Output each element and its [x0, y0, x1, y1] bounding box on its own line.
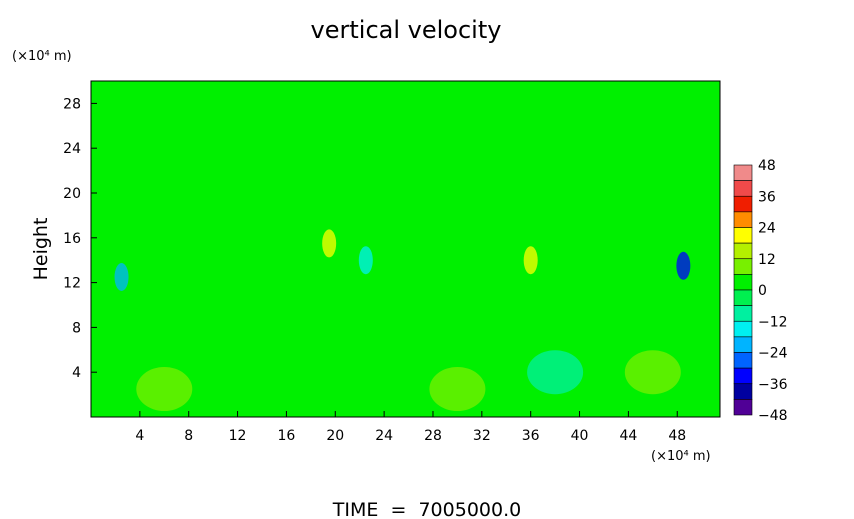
y-tick-label-5: 24 — [63, 141, 81, 157]
colorbar-level-4 — [733, 227, 753, 244]
colorbar-level-2 — [733, 195, 753, 213]
colorbar-tick-label-1: 36 — [758, 189, 776, 205]
velocity-feature-5 — [429, 367, 486, 411]
x-axis-unit: (×10⁴ m) — [651, 449, 711, 464]
x-tick-label-6: 28 — [424, 428, 442, 444]
velocity-feature-1 — [523, 246, 538, 275]
colorbar-level-13 — [733, 367, 753, 385]
colorbar-level-6 — [733, 258, 753, 275]
time-label: TIME = 7005000.0 — [332, 499, 521, 519]
y-axis-ticks: 4 8 12 16 20 24 28 — [63, 96, 97, 381]
colorbar-level-1 — [733, 180, 753, 197]
y-tick-label-6: 28 — [63, 96, 81, 112]
plot-background — [91, 81, 720, 417]
velocity-feature-2 — [114, 263, 129, 291]
colorbar-tick-label-5: −12 — [758, 314, 788, 330]
x-tick-label-11: 48 — [668, 428, 686, 444]
colorbar-level-3 — [733, 211, 753, 228]
colorbar-tick-label-2: 24 — [758, 221, 776, 237]
chart-title: vertical velocity — [311, 16, 502, 44]
velocity-features — [114, 229, 691, 411]
y-axis-unit: (×10⁴ m) — [12, 49, 72, 64]
velocity-feature-6 — [624, 350, 681, 395]
y-tick-label-1: 8 — [72, 320, 81, 336]
x-tick-label-3: 16 — [278, 428, 296, 444]
colorbar-level-14 — [733, 383, 753, 400]
y-tick-label-3: 16 — [63, 231, 81, 247]
x-tick-label-4: 20 — [326, 428, 344, 444]
velocity-feature-7 — [136, 367, 193, 411]
y-tick-label-0: 4 — [72, 365, 81, 381]
colorbar-level-9 — [733, 305, 753, 322]
x-tick-label-5: 24 — [375, 428, 393, 444]
colorbar-level-5 — [733, 242, 753, 260]
plot-area — [90, 80, 721, 418]
colorbar-tick-label-6: −24 — [758, 346, 788, 362]
x-tick-label-10: 44 — [619, 428, 637, 444]
y-tick-label-4: 20 — [63, 186, 81, 202]
velocity-feature-0 — [322, 229, 337, 258]
colorbar-level-12 — [733, 352, 753, 369]
plot-frame — [90, 80, 721, 418]
colorbar-level-10 — [733, 320, 753, 338]
x-tick-label-0: 4 — [135, 428, 144, 444]
velocity-feature-8 — [527, 350, 584, 395]
x-tick-label-8: 36 — [522, 428, 540, 444]
x-tick-label-9: 40 — [571, 428, 589, 444]
colorbar-tick-label-0: 48 — [758, 158, 776, 174]
x-axis-ticks: 4 8 12 16 20 24 28 32 36 40 44 48 — [135, 411, 686, 444]
colorbar: 48 36 24 12 0 −12 −24 −36 −48 — [733, 158, 788, 424]
colorbar-tick-label-3: 12 — [758, 252, 776, 268]
velocity-feature-4 — [358, 246, 373, 275]
colorbar-tick-label-4: 0 — [758, 283, 767, 299]
colorbar-level-15 — [733, 399, 753, 416]
colorbar-level-7 — [733, 274, 753, 291]
x-tick-label-2: 12 — [229, 428, 247, 444]
velocity-feature-3 — [676, 251, 691, 280]
colorbar-level-8 — [733, 289, 753, 306]
colorbar-level-0 — [733, 164, 753, 181]
x-tick-label-7: 32 — [473, 428, 491, 444]
colorbar-level-11 — [733, 336, 753, 353]
colorbar-tick-label-7: −36 — [758, 377, 788, 393]
colorbar-tick-label-8: −48 — [758, 408, 788, 424]
y-tick-label-2: 12 — [63, 276, 81, 292]
y-axis-label: Height — [30, 218, 52, 281]
x-tick-label-1: 8 — [184, 428, 193, 444]
